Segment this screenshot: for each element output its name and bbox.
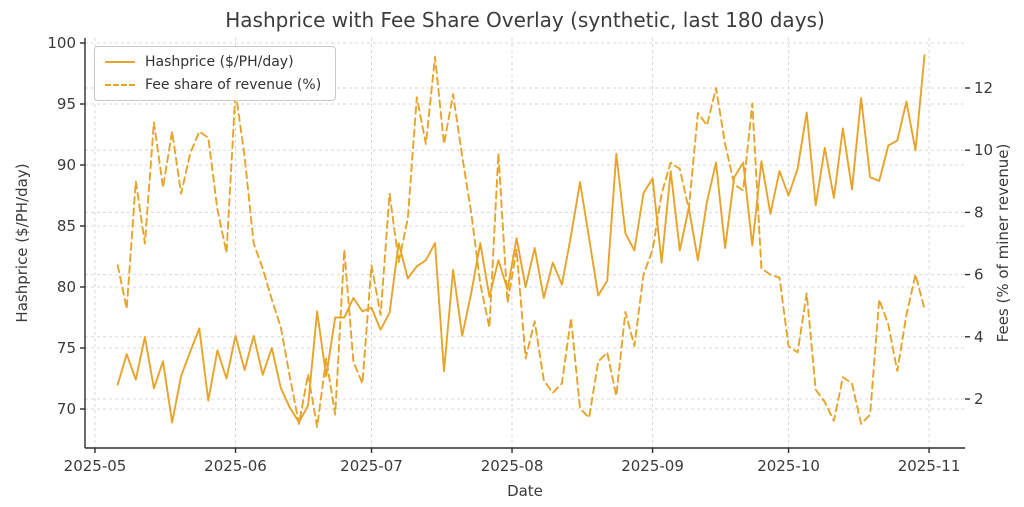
chart-title: Hashprice with Fee Share Overlay (synthe… bbox=[225, 8, 825, 32]
y-tick-label-left: 100 bbox=[47, 34, 76, 52]
legend-label-hashprice: Hashprice ($/PH/day) bbox=[145, 54, 294, 70]
y-tick-label-left: 95 bbox=[57, 95, 76, 113]
x-axis-label: Date bbox=[507, 482, 543, 500]
legend: Hashprice ($/PH/day) Fee share of revenu… bbox=[94, 46, 337, 101]
x-tick-label: 2025-11 bbox=[898, 457, 961, 475]
legend-item-fee-share: Fee share of revenue (%) bbox=[105, 77, 321, 93]
x-tick-label: 2025-07 bbox=[340, 457, 403, 475]
x-tick-label: 2025-09 bbox=[621, 457, 684, 475]
y-tick-label-left: 85 bbox=[57, 217, 76, 235]
y-tick-label-left: 80 bbox=[57, 278, 76, 296]
y-tick-label-right: 10 bbox=[974, 141, 993, 159]
y-tick-label-right: 2 bbox=[974, 390, 984, 408]
y-tick-label-right: 6 bbox=[974, 266, 984, 284]
y-tick-label-left: 90 bbox=[57, 156, 76, 174]
x-tick-label: 2025-08 bbox=[481, 457, 544, 475]
y-tick-label-left: 75 bbox=[57, 339, 76, 357]
series-line-fee-share bbox=[116, 55, 926, 428]
y-tick-label-right: 4 bbox=[974, 328, 984, 346]
y-axis-label-right: Fees (% of miner revenue) bbox=[994, 143, 1012, 343]
y-tick-label-right: 12 bbox=[974, 79, 993, 97]
legend-item-hashprice: Hashprice ($/PH/day) bbox=[105, 54, 321, 70]
y-tick-label-left: 70 bbox=[57, 400, 76, 418]
solid-line-swatch-icon bbox=[105, 61, 135, 63]
x-tick-label: 2025-10 bbox=[757, 457, 820, 475]
y-tick-label-right: 8 bbox=[974, 203, 984, 221]
y-axis-label-left: Hashprice ($/PH/day) bbox=[13, 163, 31, 323]
series-line-hashprice bbox=[116, 54, 926, 424]
legend-label-fee-share: Fee share of revenue (%) bbox=[145, 77, 322, 93]
x-tick-label: 2025-05 bbox=[64, 457, 127, 475]
x-tick-label: 2025-06 bbox=[204, 457, 267, 475]
dashed-line-swatch-icon bbox=[105, 84, 135, 86]
